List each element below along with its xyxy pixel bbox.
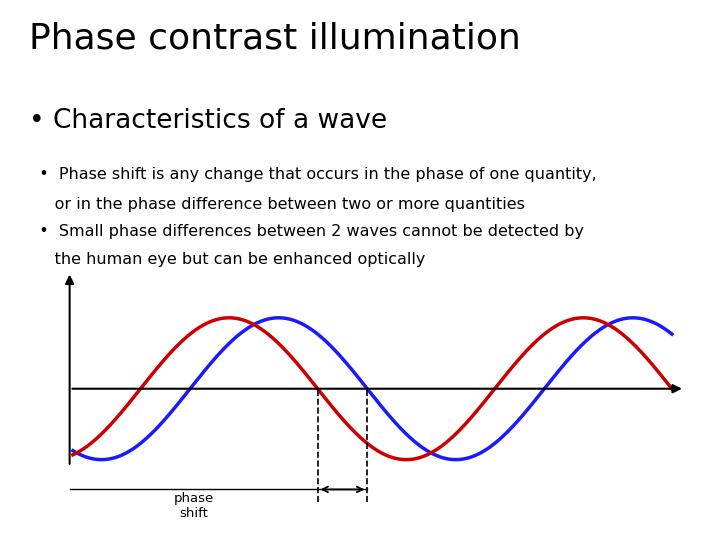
Text: •  Phase shift is any change that occurs in the phase of one quantity,: • Phase shift is any change that occurs …: [29, 167, 597, 183]
Text: or in the phase difference between two or more quantities: or in the phase difference between two o…: [29, 197, 525, 212]
Text: Phase contrast illumination: Phase contrast illumination: [29, 22, 521, 56]
Text: the human eye but can be enhanced optically: the human eye but can be enhanced optica…: [29, 252, 426, 267]
Text: •  Small phase differences between 2 waves cannot be detected by: • Small phase differences between 2 wave…: [29, 224, 584, 239]
Text: • Characteristics of a wave: • Characteristics of a wave: [29, 108, 387, 134]
Text: phase
shift: phase shift: [174, 491, 214, 519]
